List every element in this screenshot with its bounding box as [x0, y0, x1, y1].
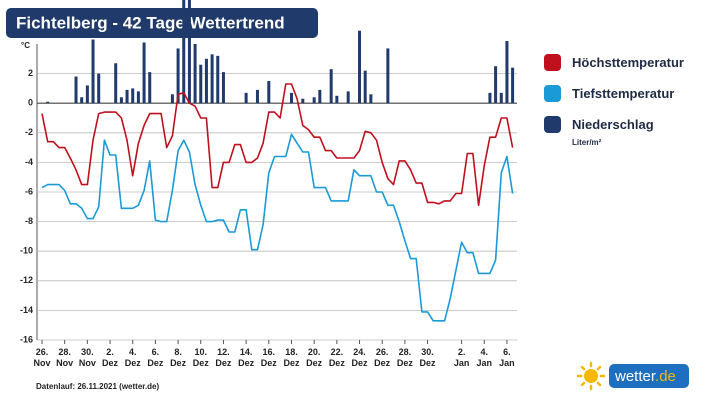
- bar: [136, 91, 140, 104]
- logo-suffix: .de: [655, 368, 676, 385]
- line: [41, 83, 514, 207]
- bar: [142, 42, 146, 104]
- x-tick-label: 6. Dez: [147, 347, 164, 368]
- y-tick-label: -14: [20, 305, 33, 315]
- bar: [488, 92, 492, 104]
- x-tick-label: 28. Nov: [56, 347, 74, 368]
- bar: [318, 89, 322, 104]
- bar: [386, 48, 390, 104]
- bar: [244, 92, 248, 104]
- logo-box: [609, 364, 689, 388]
- bar: [114, 63, 118, 104]
- y-tick-label: -8: [25, 216, 33, 226]
- sun-icon: [576, 361, 606, 391]
- bar: [193, 44, 197, 104]
- bar: [358, 30, 362, 104]
- x-tick-label: 16. Dez: [260, 347, 277, 368]
- bar: [216, 55, 220, 104]
- x-tick-label: 20. Dez: [306, 347, 323, 368]
- bar: [494, 66, 498, 104]
- y-tick-label: -12: [20, 275, 33, 285]
- x-tick-label: 2. Jan: [453, 347, 470, 368]
- bar: [499, 92, 503, 104]
- bar: [176, 48, 180, 104]
- line: [41, 133, 514, 322]
- bar: [131, 88, 135, 104]
- legend-label: Höchsttemperatur: [572, 55, 684, 70]
- legend-label: Niederschlag: [572, 117, 654, 132]
- logo: wetter.de: [614, 368, 676, 385]
- y-tick-label: -6: [25, 186, 33, 196]
- bar: [119, 97, 123, 104]
- x-tick-label: 4. Dez: [124, 347, 141, 368]
- x-tick-label: 6. Jan: [499, 347, 515, 368]
- y-tick-label: 2: [28, 68, 33, 78]
- x-tick-label: 22. Dez: [328, 347, 345, 368]
- bar: [187, 0, 191, 104]
- bar: [199, 64, 203, 104]
- y-unit: °C: [21, 41, 30, 50]
- x-tick-label: 10. Dez: [192, 347, 209, 368]
- legend-swatch: [544, 85, 561, 102]
- bar: [267, 81, 271, 104]
- bar: [221, 72, 225, 104]
- x-tick-label: 30. Nov: [78, 347, 96, 368]
- legend-note: Liter/m²: [572, 138, 602, 147]
- logo-name: wetter: [614, 368, 656, 385]
- y-tick-label: -4: [25, 157, 33, 167]
- bar: [329, 69, 333, 104]
- legend-swatch: [544, 54, 561, 71]
- y-tick-label: -2: [25, 127, 33, 137]
- x-tick-label: 8. Dez: [170, 347, 187, 368]
- bar: [148, 72, 152, 104]
- x-tick-label: 26. Dez: [374, 347, 391, 368]
- bar: [80, 97, 84, 104]
- chart-title: Fichtelberg - 42 Tage Wettertrend: [16, 13, 285, 32]
- bar: [335, 95, 339, 104]
- bar: [369, 94, 373, 104]
- footer: Datenlauf: 26.11.2021 (wetter.de): [36, 382, 160, 391]
- title-box: [6, 8, 318, 38]
- bar: [255, 89, 259, 104]
- x-tick-label: 4. Jan: [476, 347, 492, 368]
- x-tick-label: 30. Dez: [419, 347, 436, 368]
- x-tick-label: 12. Dez: [215, 347, 232, 368]
- x-tick-label: 14. Dez: [238, 347, 255, 368]
- bar: [91, 39, 95, 104]
- x-tick-label: 26. Nov: [33, 347, 51, 368]
- bar: [182, 0, 186, 104]
- bar: [505, 41, 509, 104]
- x-tick-label: 28. Dez: [396, 347, 413, 368]
- x-tick-label: 24. Dez: [351, 347, 368, 368]
- bar: [170, 94, 174, 104]
- bar: [210, 54, 214, 104]
- y-tick-label: 0: [28, 98, 33, 108]
- bar: [125, 89, 129, 104]
- bar: [511, 67, 515, 104]
- bar: [97, 73, 101, 104]
- bar: [289, 92, 293, 104]
- legend-label: Tiefsttemperatur: [572, 86, 675, 101]
- bar: [363, 70, 367, 104]
- y-tick-label: -10: [20, 246, 33, 256]
- bar: [204, 58, 208, 104]
- x-tick-label: 2. Dez: [102, 347, 119, 368]
- bar: [301, 98, 305, 104]
- bar: [74, 76, 78, 104]
- x-tick-label: 18. Dez: [283, 347, 300, 368]
- bar: [312, 97, 316, 104]
- bar: [85, 85, 89, 104]
- bar: [346, 91, 350, 104]
- y-tick-label: -16: [20, 334, 33, 344]
- legend-swatch: [544, 116, 561, 133]
- bar: [46, 101, 50, 104]
